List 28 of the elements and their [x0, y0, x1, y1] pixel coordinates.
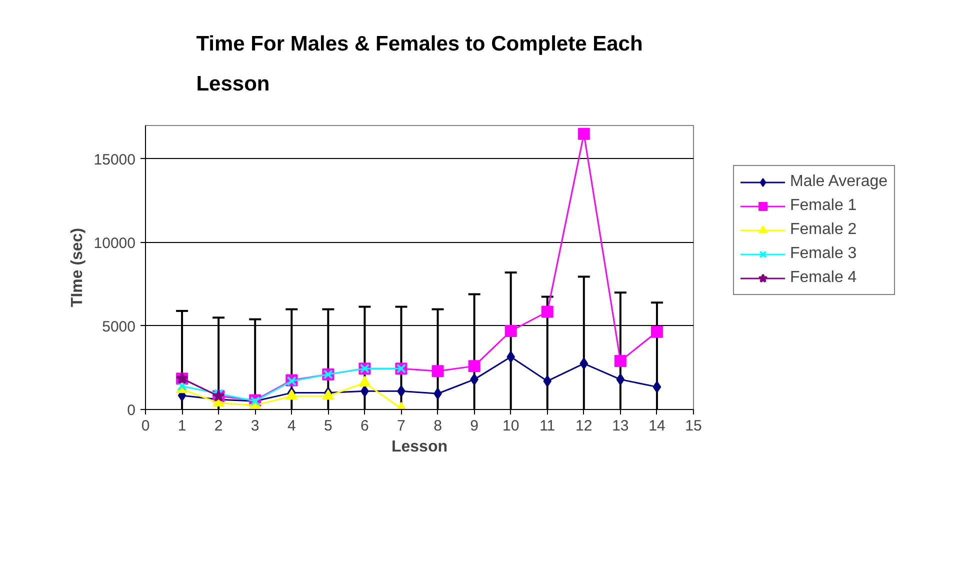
- x-tick-label: 0: [141, 418, 150, 434]
- chart-title: Time For Males & Females to Complete Each Lesson: [196, 32, 643, 96]
- x-tick-label: 2: [214, 418, 223, 434]
- x-tick-label: 6: [360, 418, 369, 434]
- x-tick-label: 9: [470, 418, 478, 434]
- legend-label: Female 4: [790, 269, 857, 287]
- legend-label: Female 1: [790, 197, 857, 215]
- legend-label: Female 3: [790, 245, 857, 263]
- y-tick-label: 0: [127, 402, 136, 419]
- x-tick-label: 5: [324, 418, 332, 434]
- x-tick-label: 7: [397, 418, 406, 434]
- legend-label: Female 2: [790, 221, 857, 239]
- x-tick-label: 12: [576, 418, 592, 434]
- x-tick-label: 13: [612, 418, 629, 434]
- x-tick-label: 15: [685, 418, 702, 434]
- x-tick-label: 10: [502, 418, 520, 434]
- y-tick-label: 5000: [102, 318, 136, 336]
- x-axis-title: Lesson: [391, 438, 448, 456]
- y-axis-title: TIme (sec): [68, 228, 86, 308]
- x-tick-label: 14: [648, 418, 666, 434]
- x-tick-label: 4: [287, 418, 296, 434]
- x-tick-label: 11: [540, 418, 556, 434]
- legend-label: Male Average: [790, 173, 888, 191]
- y-tick-label: 10000: [94, 234, 136, 252]
- x-tick-label: 3: [250, 418, 260, 434]
- x-tick-label: 8: [434, 418, 442, 434]
- x-tick-label: 1: [178, 418, 186, 434]
- y-tick-label: 15000: [94, 151, 136, 168]
